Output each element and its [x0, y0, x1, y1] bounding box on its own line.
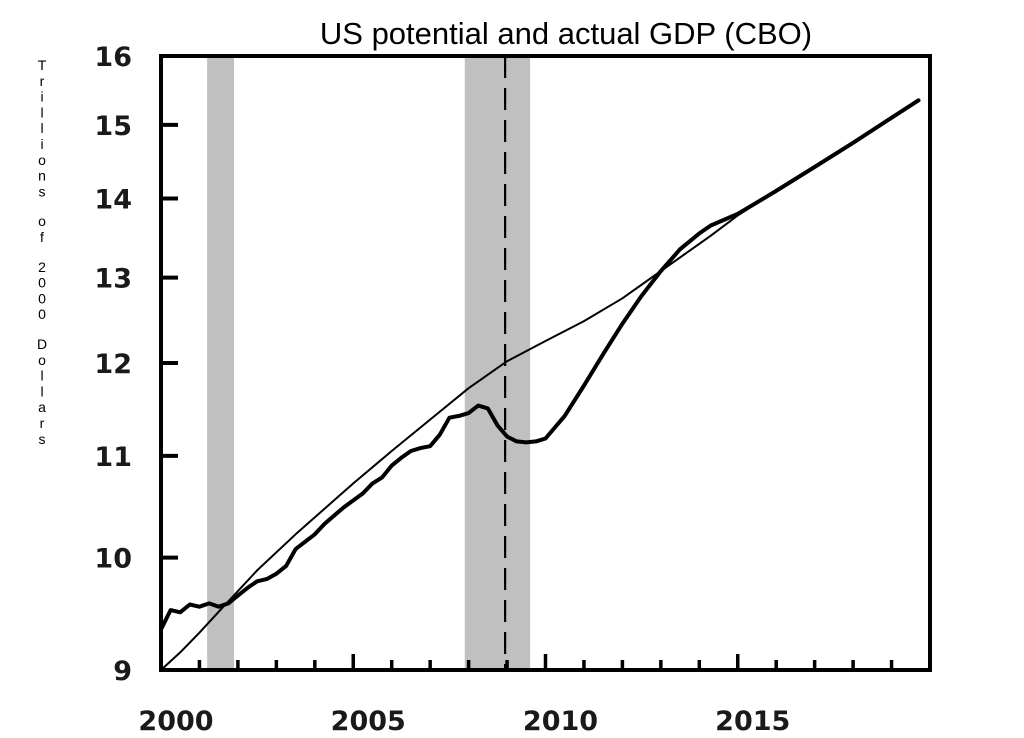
- y-axis-label-char: s: [39, 431, 46, 447]
- y-axis-label-char: o: [38, 152, 46, 168]
- y-tick-label: 10: [94, 544, 132, 575]
- plot-frame-rect: [159, 54, 932, 672]
- y-axis-label-char: 0: [38, 306, 46, 322]
- plot-frame: [159, 54, 932, 672]
- y-axis-label-char: l: [40, 383, 43, 399]
- chart-title: US potential and actual GDP (CBO): [320, 16, 812, 51]
- x-tick-label: 2000: [138, 706, 213, 737]
- recession-bands: [207, 56, 531, 670]
- y-axis-label-char: 0: [38, 290, 46, 306]
- y-axis-label-char: o: [38, 213, 46, 229]
- y-axis-label-char: T: [38, 57, 47, 73]
- x-tick-label: 2015: [715, 706, 790, 737]
- y-tick-label: 15: [94, 111, 132, 142]
- y-axis-label-char: i: [40, 136, 43, 152]
- y-axis-label-char: s: [39, 183, 46, 199]
- y-axis-label-char: n: [38, 168, 46, 184]
- recession-band: [207, 56, 235, 670]
- x-tick-label: 2010: [523, 706, 598, 737]
- y-tick-label: 13: [94, 264, 132, 295]
- y-tick-label: 11: [94, 442, 132, 473]
- actual-gdp-line: [159, 98, 921, 632]
- y-axis-label-char: f: [40, 229, 44, 245]
- y-tick-label: 16: [94, 42, 132, 73]
- y-axis-label-char: l: [40, 120, 43, 136]
- y-axis-label-char: D: [37, 336, 47, 352]
- y-tick-label: 9: [113, 656, 132, 687]
- y-axis: 9 10 11 12 13 14 15 16: [94, 42, 178, 687]
- x-axis: 2000 2005 2010 2015: [138, 654, 894, 737]
- y-axis-label-char: l: [40, 368, 43, 384]
- y-axis-label-char: 2: [38, 259, 46, 275]
- y-tick-label: 14: [94, 184, 132, 215]
- y-axis-label-char: i: [40, 89, 43, 105]
- y-axis-label-char: l: [40, 104, 43, 120]
- x-tick-label: 2005: [331, 706, 406, 737]
- y-axis-label-char: r: [40, 73, 45, 89]
- y-axis-label-char: 0: [38, 275, 46, 291]
- series-lines: [159, 98, 921, 671]
- y-axis-label-char: a: [38, 399, 46, 415]
- y-axis-label-char: r: [40, 415, 45, 431]
- y-tick-label: 12: [94, 349, 132, 380]
- y-axis-label-char: o: [38, 352, 46, 368]
- recession-band: [464, 56, 531, 670]
- potential-gdp-line: [160, 99, 920, 671]
